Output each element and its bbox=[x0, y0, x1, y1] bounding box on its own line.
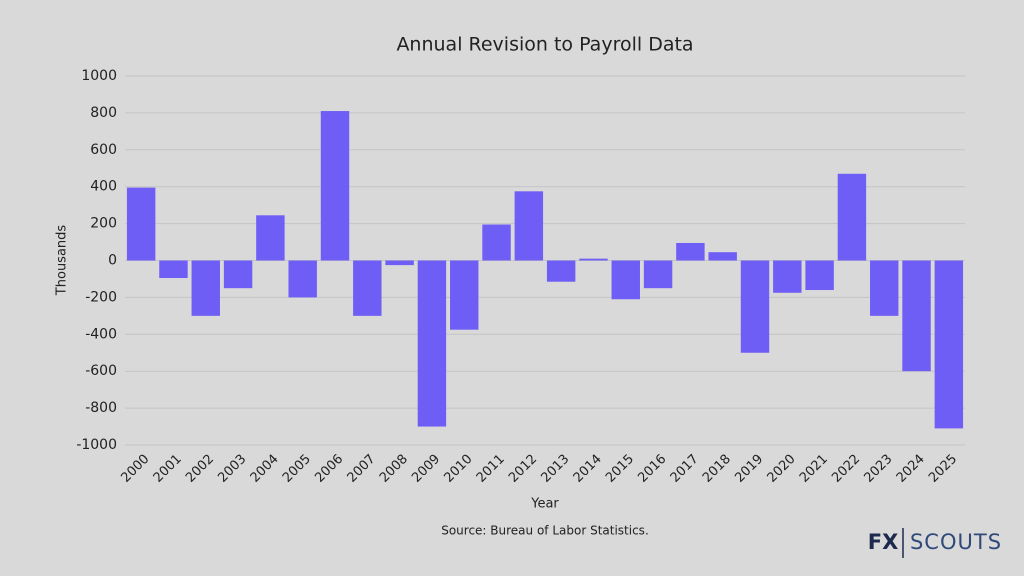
bar bbox=[643, 260, 673, 289]
bar bbox=[159, 260, 188, 279]
y-tick-label: 400 bbox=[90, 179, 117, 195]
y-tick-label: 600 bbox=[90, 142, 117, 158]
bar bbox=[353, 260, 382, 316]
y-tick-label: -800 bbox=[85, 400, 117, 416]
y-tick-label: -400 bbox=[85, 326, 117, 342]
bar bbox=[256, 215, 285, 261]
y-tick-label: 200 bbox=[90, 216, 117, 232]
bar bbox=[708, 252, 737, 261]
y-tick-label: -200 bbox=[85, 289, 117, 305]
bar bbox=[320, 111, 350, 261]
bar bbox=[191, 260, 220, 316]
bar bbox=[417, 260, 447, 427]
logo-left: FX bbox=[868, 530, 899, 554]
bar bbox=[870, 260, 899, 316]
y-tick-label: -1000 bbox=[76, 437, 117, 453]
y-tick-label: 0 bbox=[108, 253, 117, 269]
bar bbox=[676, 242, 705, 261]
bar bbox=[546, 260, 576, 282]
bar bbox=[579, 258, 608, 261]
source-note: Source: Bureau of Labor Statistics. bbox=[441, 524, 649, 538]
chart-title: Annual Revision to Payroll Data bbox=[396, 34, 693, 56]
y-tick-label: 1000 bbox=[81, 68, 117, 84]
bar bbox=[740, 260, 770, 353]
bar bbox=[126, 187, 156, 261]
logo-right: SCOUTS bbox=[910, 530, 1002, 554]
y-tick-label: 800 bbox=[90, 105, 117, 121]
bar bbox=[288, 260, 317, 298]
y-tick-label: -600 bbox=[85, 363, 117, 379]
bar bbox=[934, 260, 964, 429]
bar bbox=[482, 224, 511, 261]
x-axis-title: Year bbox=[530, 497, 559, 512]
bar bbox=[385, 260, 414, 266]
bar bbox=[611, 260, 640, 300]
bar bbox=[902, 260, 931, 372]
y-axis-title: Thousands bbox=[55, 225, 70, 297]
bar bbox=[837, 173, 867, 261]
bar bbox=[773, 260, 802, 293]
bar bbox=[514, 191, 544, 261]
bar bbox=[450, 260, 479, 330]
bar bbox=[805, 260, 834, 291]
bar bbox=[223, 260, 253, 289]
